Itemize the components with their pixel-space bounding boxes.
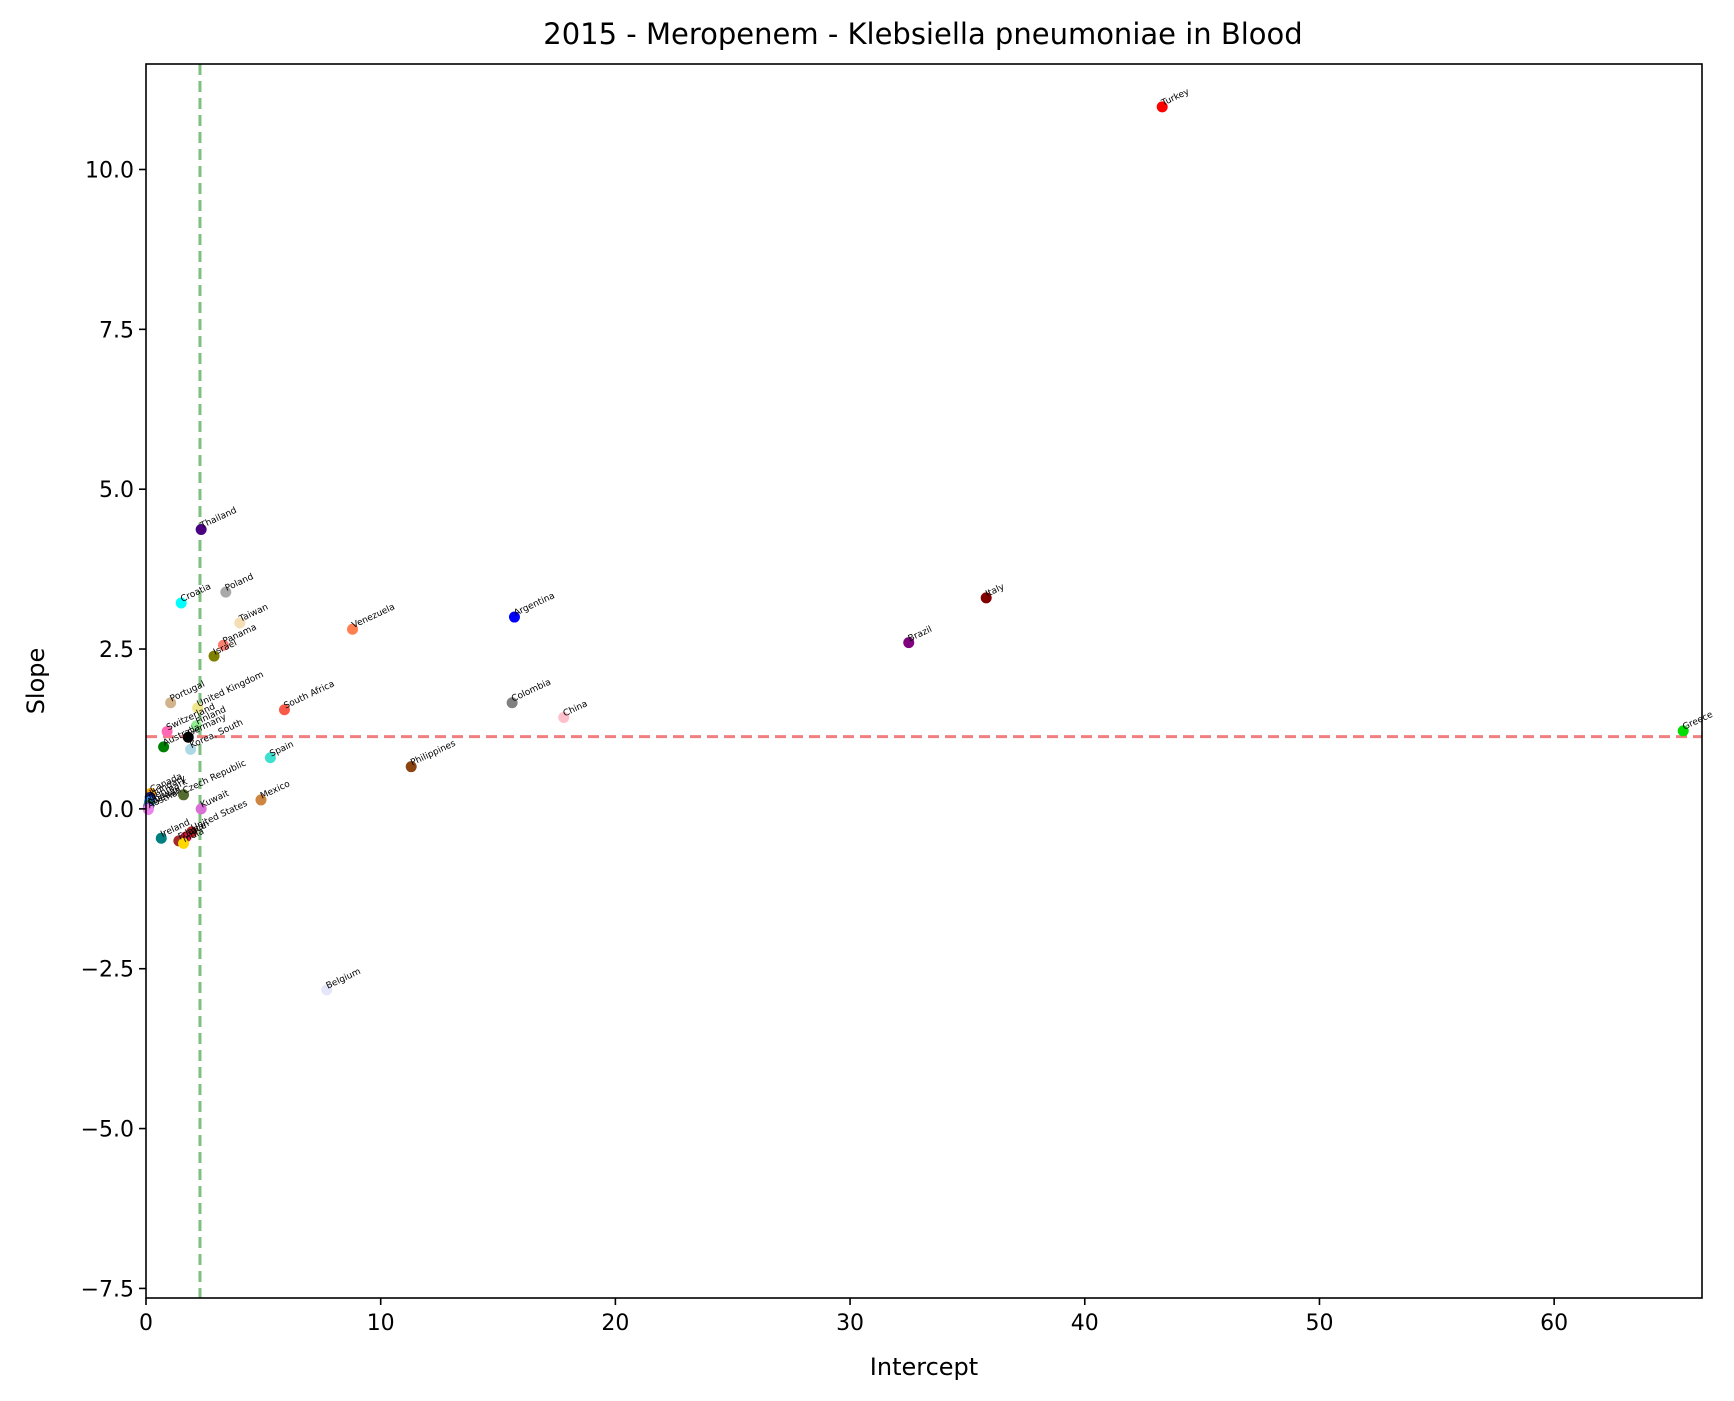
point-venezuela [347, 623, 359, 635]
point-label-colombia: Colombia [510, 678, 553, 705]
point-label-turkey: Turkey [1159, 87, 1191, 109]
point-italy [980, 592, 992, 604]
point-south-africa [278, 704, 290, 716]
point-label-argentina: Argentina [513, 591, 557, 619]
point-label-spain: Spain [268, 740, 295, 760]
point-spain [264, 752, 276, 764]
point-label-china: China [562, 699, 590, 719]
point-thailand [195, 523, 207, 535]
data-points [142, 101, 1689, 996]
point-united-kingdom [192, 702, 204, 714]
point-label-czech-republic: Czech Republic [182, 758, 248, 796]
x-tick-label: 50 [1305, 1311, 1333, 1336]
reference-lines [146, 64, 1702, 1298]
point-portugal [165, 697, 177, 709]
point-australia [158, 741, 170, 753]
point-finland [190, 720, 202, 732]
point-greece [1677, 725, 1689, 737]
point-poland [220, 586, 232, 598]
point-germany [182, 731, 194, 743]
point-czech-republic [178, 789, 190, 801]
x-axis-title: Intercept [870, 1353, 978, 1381]
x-tick-label: 0 [139, 1311, 153, 1336]
x-axis: 0 10 20 30 40 50 60 [139, 1298, 1568, 1336]
y-tick-label: 5.0 [99, 478, 134, 503]
point-argentina [508, 611, 520, 623]
chart-title: 2015 - Meropenem - Klebsiella pneumoniae… [543, 17, 1302, 51]
x-tick-label: 60 [1540, 1311, 1568, 1336]
y-tick-label: 0.0 [99, 798, 134, 823]
y-tick-label: −2.5 [81, 958, 134, 983]
y-axis-title: Slope [22, 648, 50, 715]
point-labels: Turkey Greece Italy Brazil Argentina Colombia… [146, 87, 1715, 992]
point-colombia [506, 697, 518, 709]
point-belgium [321, 984, 333, 996]
x-tick-label: 10 [367, 1311, 395, 1336]
point-philippines [405, 761, 417, 773]
y-tick-label: 10.0 [85, 158, 134, 183]
plot-frame [145, 63, 1703, 1299]
y-tick-label: −5.0 [81, 1118, 134, 1143]
x-tick-label: 40 [1071, 1311, 1099, 1336]
x-tick-label: 30 [836, 1311, 864, 1336]
point-mexico [255, 794, 267, 806]
point-label-belgium: Belgium [325, 967, 363, 992]
point-label-thailand: Thailand [198, 506, 238, 532]
point-label-greece: Greece [1681, 710, 1715, 733]
point-label-poland: Poland [224, 572, 255, 594]
y-axis: −7.5 −5.0 −2.5 0.0 2.5 5.0 7.5 10.0 [81, 158, 146, 1302]
point-korea-south [185, 743, 197, 755]
point-switzerland [161, 726, 173, 738]
point-label-mexico: Mexico [259, 779, 292, 802]
point-label-venezuela: Venezuela [351, 602, 397, 631]
point-label-taiwan: Taiwan [237, 603, 270, 625]
point-israel [208, 650, 220, 662]
point-panama [217, 639, 229, 651]
y-tick-label: −7.5 [81, 1277, 134, 1302]
y-tick-label: 7.5 [99, 318, 134, 343]
point-taiwan [234, 617, 246, 629]
point-label-brazil: Brazil [907, 625, 934, 645]
point-label-south-africa: South Africa [283, 679, 337, 711]
point-croatia [175, 597, 187, 609]
y-tick-label: 2.5 [99, 638, 134, 663]
x-tick-label: 20 [601, 1311, 629, 1336]
point-brazil [903, 637, 915, 649]
point-label-croatia: Croatia [179, 582, 213, 605]
point-india [178, 837, 190, 849]
point-label-italy: Italy [984, 582, 1007, 600]
point-china [558, 711, 570, 723]
point-label-united-kingdom: United Kingdom [196, 670, 266, 710]
point-ireland [155, 832, 167, 844]
point-kuwait [195, 803, 207, 815]
point-label-philippines: Philippines [409, 739, 457, 769]
point-turkey [1156, 101, 1168, 113]
